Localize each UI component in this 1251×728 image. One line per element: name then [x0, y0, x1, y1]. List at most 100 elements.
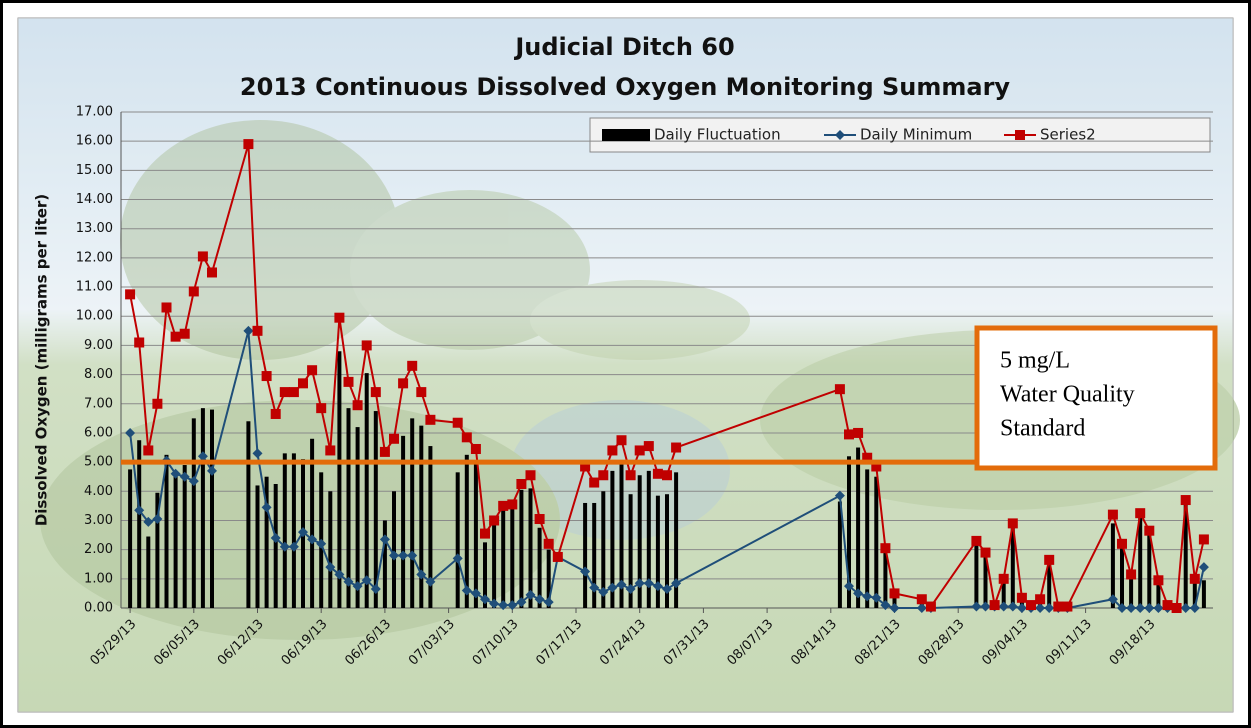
marker	[379, 446, 390, 457]
marker	[452, 553, 463, 564]
y-tick-label: 2.00	[84, 542, 113, 557]
marker	[634, 445, 645, 456]
y-tick-label: 5.00	[84, 455, 113, 470]
bar	[483, 542, 487, 608]
marker	[1198, 562, 1209, 573]
bar	[1047, 559, 1052, 608]
marker	[925, 601, 936, 612]
marker	[370, 387, 381, 398]
marker	[1153, 603, 1164, 613]
bar	[155, 492, 160, 608]
marker	[298, 527, 308, 538]
marker	[1126, 569, 1137, 580]
marker	[643, 441, 654, 452]
marker	[543, 597, 554, 608]
marker	[1107, 509, 1118, 520]
marker	[207, 465, 217, 476]
marker	[1135, 508, 1146, 519]
bar	[646, 470, 651, 608]
bar	[583, 502, 588, 608]
marker	[461, 432, 472, 443]
annotation-box	[974, 325, 1218, 471]
bar	[674, 472, 679, 608]
marker	[498, 500, 509, 511]
bar	[601, 491, 606, 608]
marker	[425, 414, 436, 425]
marker	[170, 331, 181, 342]
bar	[392, 491, 396, 608]
marker	[270, 532, 281, 543]
marker	[161, 302, 172, 313]
marker	[325, 562, 336, 573]
marker	[316, 403, 327, 414]
legend-label: Series2	[1040, 126, 1096, 144]
marker	[634, 578, 645, 589]
bar	[1010, 524, 1015, 608]
marker	[197, 251, 208, 262]
marker	[844, 429, 854, 440]
marker	[580, 461, 591, 472]
marker	[1117, 603, 1127, 613]
marker	[480, 594, 490, 605]
marker	[398, 550, 409, 561]
marker	[880, 600, 891, 611]
bar	[382, 520, 387, 608]
bar	[865, 469, 870, 608]
bar	[137, 440, 142, 608]
marker	[343, 376, 354, 387]
bar	[1001, 580, 1006, 608]
marker	[252, 448, 263, 459]
bar	[592, 502, 597, 608]
bar	[210, 409, 214, 608]
marker	[971, 601, 982, 612]
chart-title: Judicial Ditch 60	[513, 33, 734, 61]
bar	[246, 421, 251, 608]
y-tick-label: 6.00	[84, 425, 113, 440]
y-tick-label: 15.00	[76, 163, 113, 178]
marker	[1015, 130, 1025, 140]
marker	[207, 267, 217, 278]
marker	[325, 445, 336, 456]
marker	[998, 573, 1009, 584]
annotation-text: Water Quality	[1000, 382, 1135, 408]
bar	[1201, 580, 1206, 608]
marker	[1171, 603, 1182, 613]
marker	[243, 325, 254, 336]
chart-title: 2013 Continuous Dissolved Oxygen Monitor…	[240, 73, 1010, 101]
bar	[128, 469, 133, 608]
bar	[519, 489, 524, 608]
marker	[316, 538, 327, 549]
marker	[407, 360, 418, 371]
y-axis-label: Dissolved Oxygen (milligrams per liter)	[33, 194, 51, 526]
marker	[188, 286, 199, 297]
marker	[862, 452, 873, 463]
bar	[874, 476, 879, 608]
annotation-text: Standard	[1000, 416, 1085, 442]
marker	[1198, 534, 1209, 545]
bar	[182, 465, 187, 608]
bar	[164, 454, 169, 608]
marker	[844, 581, 854, 592]
legend-swatch	[602, 129, 650, 141]
bar	[328, 491, 333, 608]
marker	[143, 516, 154, 527]
bar	[837, 501, 842, 608]
marker	[853, 588, 864, 599]
bar	[401, 435, 406, 608]
bar	[282, 453, 287, 608]
bar	[537, 527, 542, 608]
marker	[889, 588, 900, 599]
marker	[279, 541, 290, 552]
marker	[1016, 592, 1027, 603]
bar	[637, 475, 642, 608]
bar	[173, 470, 178, 608]
marker	[598, 470, 609, 481]
marker	[989, 600, 1000, 611]
marker	[352, 581, 363, 592]
marker	[1153, 575, 1164, 586]
marker	[871, 592, 882, 603]
marker	[1180, 603, 1191, 613]
bar	[883, 551, 888, 608]
marker	[834, 490, 845, 501]
bar	[337, 351, 342, 608]
